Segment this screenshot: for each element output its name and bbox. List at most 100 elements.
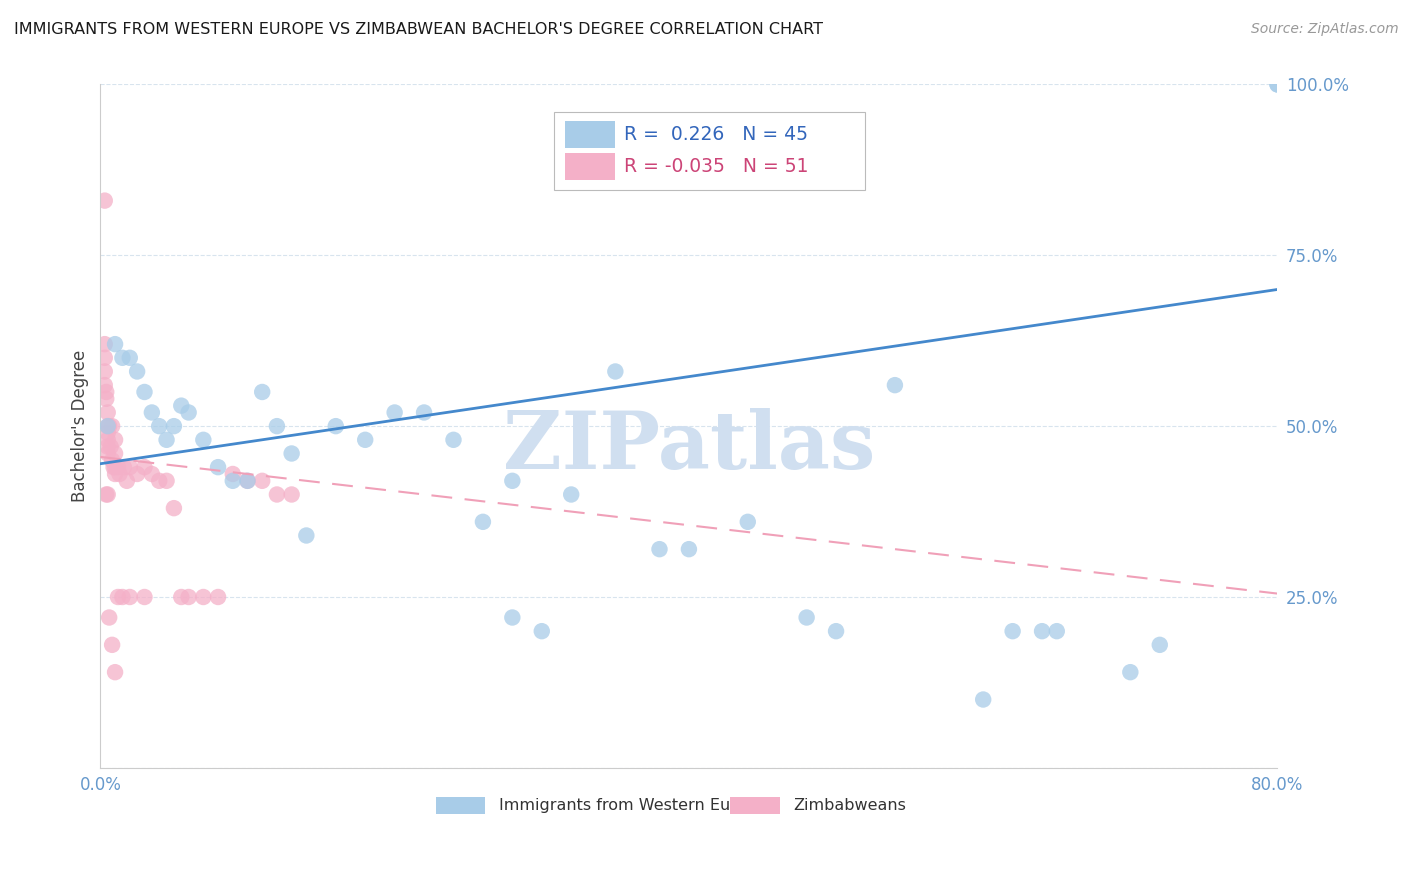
Point — [101, 638, 124, 652]
Point — [266, 487, 288, 501]
Point — [170, 399, 193, 413]
Point — [1267, 78, 1289, 92]
Text: Immigrants from Western Europe: Immigrants from Western Europe — [499, 798, 766, 813]
Point — [141, 405, 163, 419]
Point — [107, 590, 129, 604]
Point — [97, 425, 120, 440]
Point — [1267, 78, 1289, 92]
Point — [118, 351, 141, 365]
Point — [96, 392, 118, 406]
Point — [648, 542, 671, 557]
Point — [134, 384, 156, 399]
Point — [134, 460, 156, 475]
Point — [443, 433, 465, 447]
Point — [141, 467, 163, 481]
Point — [104, 337, 127, 351]
Point — [163, 419, 186, 434]
Point — [104, 433, 127, 447]
Point — [155, 433, 177, 447]
Point — [101, 453, 124, 467]
Point — [94, 337, 117, 351]
Point — [94, 378, 117, 392]
Point — [737, 515, 759, 529]
Point — [118, 590, 141, 604]
Point — [148, 419, 170, 434]
Point — [207, 460, 229, 475]
Point — [413, 405, 436, 419]
Point — [1149, 638, 1171, 652]
Bar — [565, 153, 614, 180]
Point — [170, 590, 193, 604]
Bar — [730, 797, 779, 814]
Point — [127, 467, 149, 481]
Point — [280, 487, 302, 501]
Point — [103, 460, 125, 475]
Point — [1031, 624, 1053, 639]
Point — [127, 364, 149, 378]
Text: R =  0.226   N = 45: R = 0.226 N = 45 — [624, 125, 808, 144]
Point — [104, 446, 127, 460]
Bar — [565, 120, 614, 148]
Point — [1119, 665, 1142, 680]
Point — [501, 474, 523, 488]
Point — [222, 474, 245, 488]
Point — [193, 590, 215, 604]
Text: Zimbabweans: Zimbabweans — [793, 798, 907, 813]
Point — [118, 460, 141, 475]
Point — [97, 419, 120, 434]
Point — [155, 474, 177, 488]
Bar — [436, 797, 485, 814]
Point — [560, 487, 582, 501]
Point — [1001, 624, 1024, 639]
Point — [325, 419, 347, 434]
Point — [883, 378, 905, 392]
Text: ZIPatlas: ZIPatlas — [503, 408, 875, 485]
Point — [134, 590, 156, 604]
Point — [96, 384, 118, 399]
Point — [177, 590, 200, 604]
Text: R = -0.035   N = 51: R = -0.035 N = 51 — [624, 157, 808, 176]
Point — [115, 474, 138, 488]
Point — [796, 610, 818, 624]
Point — [163, 501, 186, 516]
Point — [94, 364, 117, 378]
Point — [250, 474, 273, 488]
Text: IMMIGRANTS FROM WESTERN EUROPE VS ZIMBABWEAN BACHELOR'S DEGREE CORRELATION CHART: IMMIGRANTS FROM WESTERN EUROPE VS ZIMBAB… — [14, 22, 823, 37]
Point — [104, 467, 127, 481]
Point — [236, 474, 259, 488]
Point — [1046, 624, 1069, 639]
Point — [236, 474, 259, 488]
Point — [111, 590, 134, 604]
Point — [177, 405, 200, 419]
Point — [471, 515, 494, 529]
Point — [250, 384, 273, 399]
Point — [97, 440, 120, 454]
Point — [266, 419, 288, 434]
Point — [825, 624, 848, 639]
Point — [605, 364, 627, 378]
Point — [354, 433, 377, 447]
Point — [280, 446, 302, 460]
Point — [94, 351, 117, 365]
Point — [97, 446, 120, 460]
Point — [97, 433, 120, 447]
Point — [98, 610, 121, 624]
Text: Source: ZipAtlas.com: Source: ZipAtlas.com — [1251, 22, 1399, 37]
Point — [97, 405, 120, 419]
Point — [108, 467, 131, 481]
Point — [678, 542, 700, 557]
Point — [295, 528, 318, 542]
Point — [97, 419, 120, 434]
Point — [101, 419, 124, 434]
Point — [96, 487, 118, 501]
Point — [222, 467, 245, 481]
Point — [193, 433, 215, 447]
Point — [97, 487, 120, 501]
Point — [501, 610, 523, 624]
Point — [98, 419, 121, 434]
Point — [207, 590, 229, 604]
Point — [530, 624, 553, 639]
Point — [107, 460, 129, 475]
Point — [104, 460, 127, 475]
Point — [111, 351, 134, 365]
